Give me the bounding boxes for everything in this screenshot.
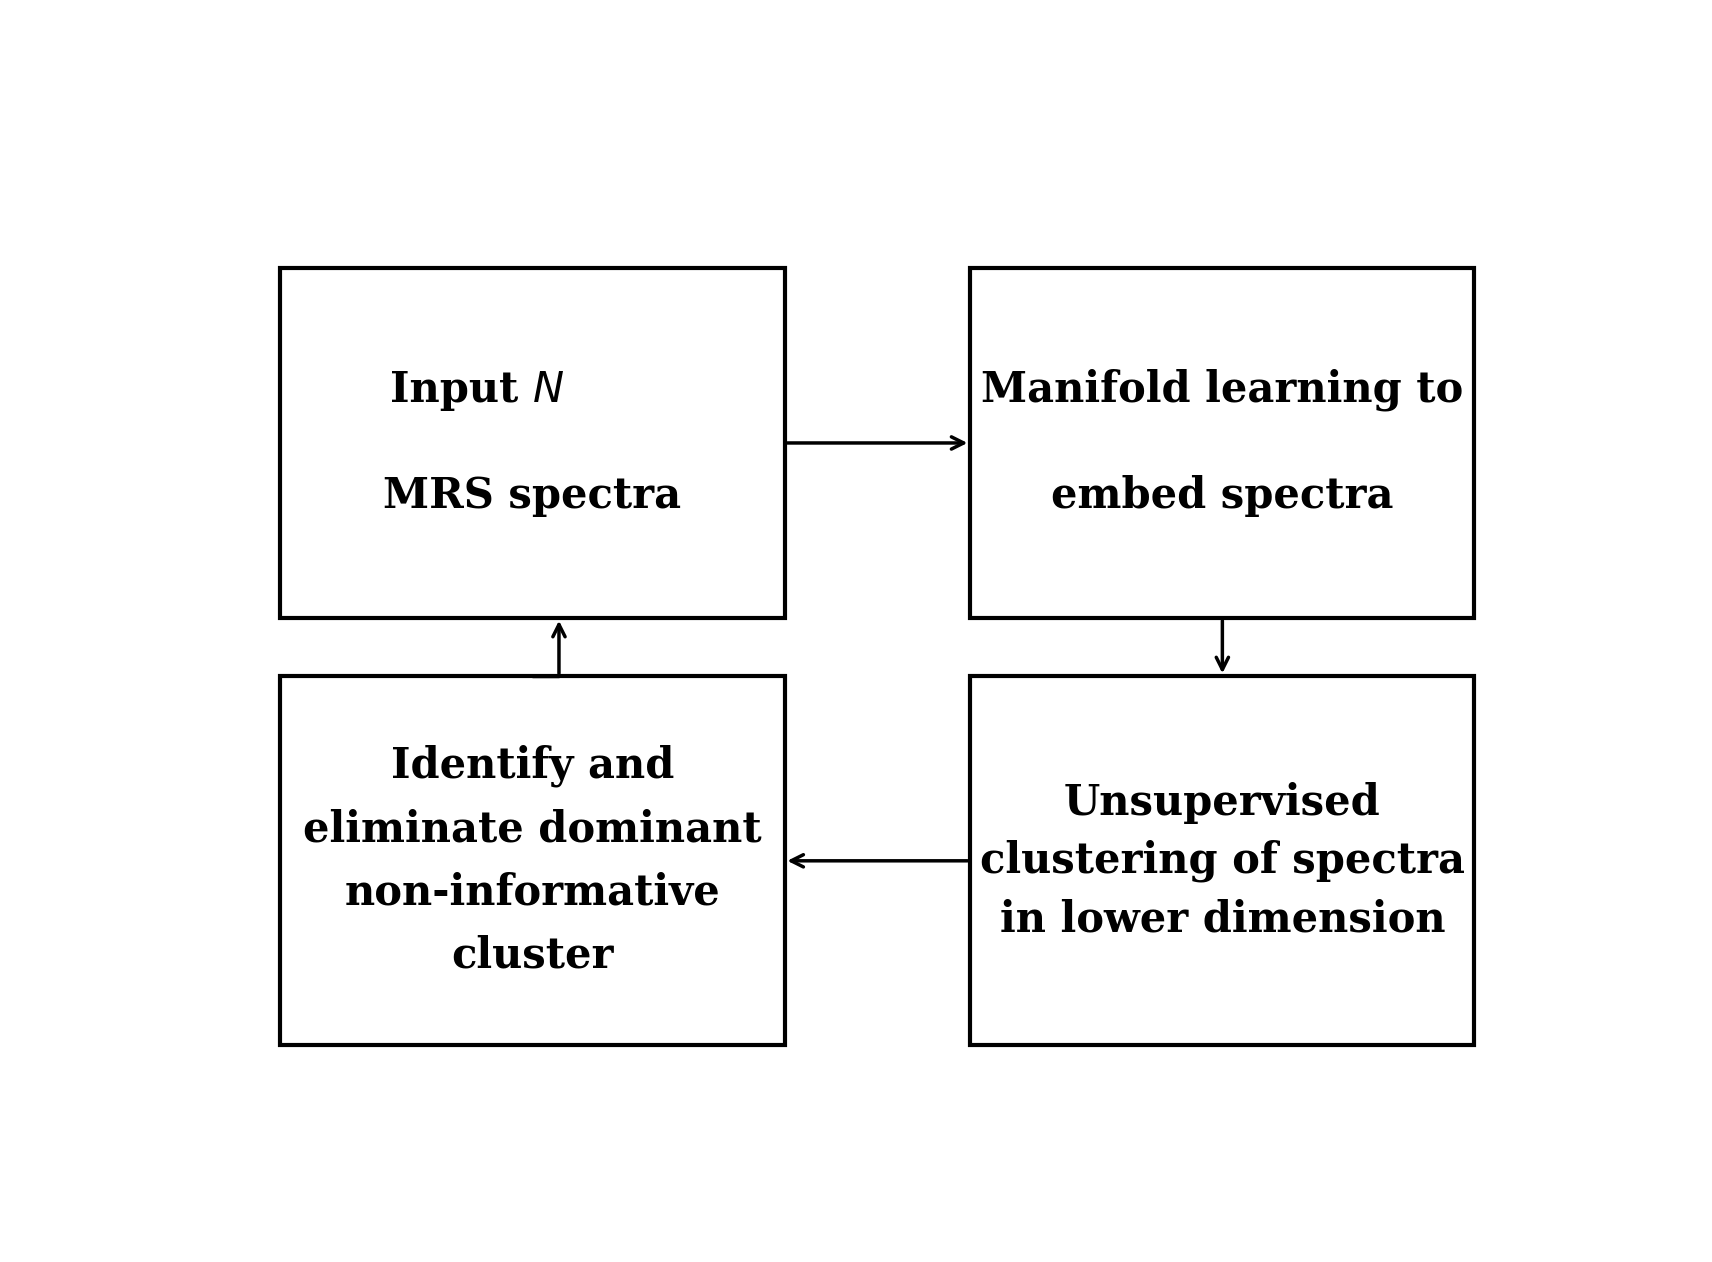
Bar (971, 676, 1474, 1045)
Bar (281, 268, 784, 618)
Text: Manifold learning to: Manifold learning to (981, 369, 1464, 410)
Text: Input: Input (390, 369, 532, 410)
Text: $\mathit{N}$: $\mathit{N}$ (532, 369, 565, 410)
Text: Identify and: Identify and (390, 745, 675, 787)
Text: in lower dimension: in lower dimension (1000, 899, 1445, 940)
Text: clustering of spectra: clustering of spectra (979, 839, 1465, 882)
Text: cluster: cluster (452, 935, 613, 977)
Bar (971, 268, 1474, 618)
Text: embed spectra: embed spectra (1051, 476, 1394, 517)
Text: MRS spectra: MRS spectra (383, 476, 681, 517)
Bar (281, 676, 784, 1045)
Text: Unsupervised: Unsupervised (1063, 781, 1382, 824)
Text: eliminate dominant: eliminate dominant (303, 808, 762, 851)
Text: non-informative: non-informative (344, 871, 721, 914)
